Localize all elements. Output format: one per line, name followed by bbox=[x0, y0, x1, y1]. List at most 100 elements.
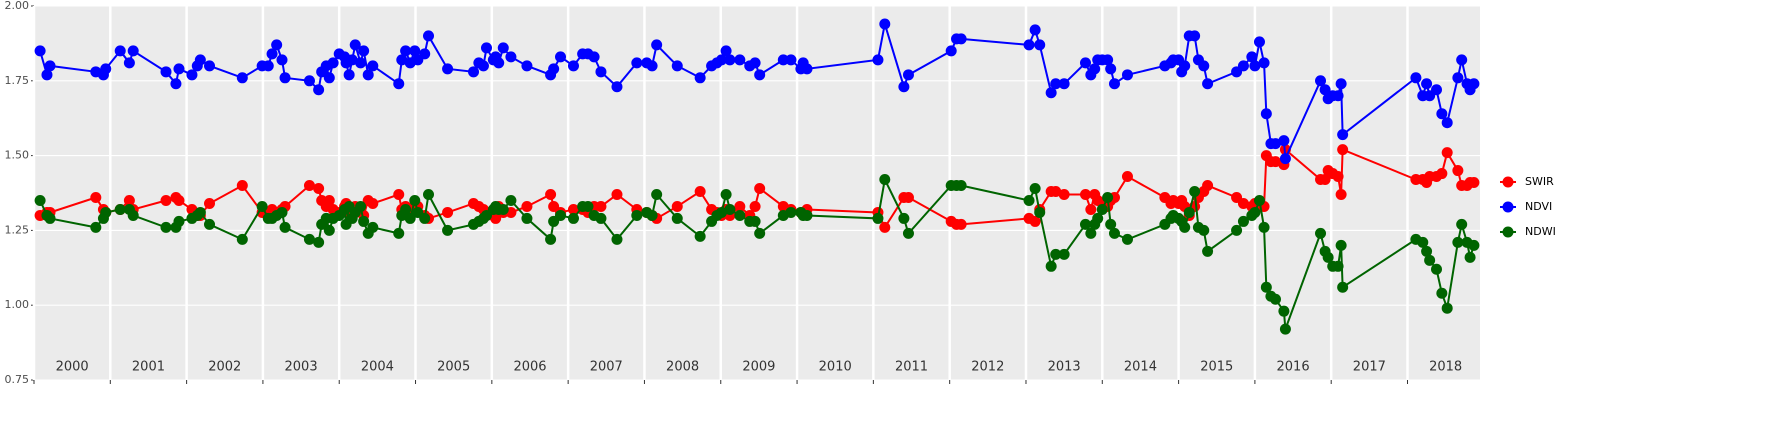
data-point bbox=[393, 188, 405, 200]
data-point bbox=[1050, 78, 1062, 90]
data-point bbox=[1058, 248, 1070, 260]
data-point bbox=[1424, 254, 1436, 266]
data-point bbox=[343, 69, 355, 81]
data-point bbox=[588, 51, 600, 63]
data-point bbox=[1452, 165, 1464, 177]
data-point bbox=[160, 194, 172, 206]
data-point bbox=[44, 60, 56, 72]
data-point bbox=[902, 69, 914, 81]
data-point bbox=[1410, 72, 1422, 84]
data-point bbox=[1279, 323, 1291, 335]
data-point bbox=[1319, 84, 1331, 96]
data-point bbox=[1045, 87, 1057, 99]
data-point bbox=[801, 63, 813, 75]
data-point bbox=[160, 66, 172, 78]
data-point bbox=[323, 194, 335, 206]
data-point bbox=[1278, 135, 1290, 147]
data-point bbox=[1023, 194, 1035, 206]
data-point bbox=[1198, 60, 1210, 72]
data-point bbox=[879, 174, 891, 186]
data-point bbox=[720, 45, 732, 57]
data-point bbox=[1332, 90, 1344, 102]
x-tick-label: 2010 bbox=[819, 360, 852, 375]
data-point bbox=[173, 194, 185, 206]
data-point bbox=[313, 183, 325, 195]
data-point bbox=[355, 200, 367, 212]
data-point bbox=[879, 18, 891, 30]
data-point bbox=[505, 194, 517, 206]
data-point bbox=[1198, 224, 1210, 236]
data-point bbox=[355, 57, 367, 69]
x-tick-label: 2012 bbox=[971, 360, 1004, 375]
data-point bbox=[555, 209, 567, 221]
data-point bbox=[1249, 206, 1261, 218]
data-point bbox=[1202, 180, 1214, 192]
data-point bbox=[127, 45, 139, 57]
data-point bbox=[555, 51, 567, 63]
data-point bbox=[1085, 227, 1097, 239]
data-point bbox=[1189, 30, 1201, 42]
data-point bbox=[1269, 156, 1281, 168]
data-point bbox=[898, 212, 910, 224]
data-point bbox=[204, 60, 216, 72]
data-point bbox=[1096, 203, 1108, 215]
data-point bbox=[734, 54, 746, 66]
data-point bbox=[1258, 57, 1270, 69]
data-point bbox=[1436, 168, 1448, 180]
y-tick-label: 1.25 bbox=[5, 223, 30, 236]
data-point bbox=[279, 72, 291, 84]
data-point bbox=[497, 42, 509, 54]
data-point bbox=[567, 212, 579, 224]
x-tick-label: 2001 bbox=[132, 360, 165, 375]
data-point bbox=[749, 200, 761, 212]
data-point bbox=[1337, 144, 1349, 156]
data-point bbox=[1189, 186, 1201, 198]
x-tick-label: 2008 bbox=[666, 360, 699, 375]
data-point bbox=[442, 63, 454, 75]
data-point bbox=[1058, 78, 1070, 90]
data-point bbox=[367, 60, 379, 72]
data-point bbox=[548, 63, 560, 75]
data-point bbox=[1105, 218, 1117, 230]
data-point bbox=[1246, 51, 1258, 63]
data-point bbox=[754, 183, 766, 195]
data-point bbox=[362, 69, 374, 81]
data-point bbox=[423, 30, 435, 42]
legend-label: NDVI bbox=[1525, 200, 1552, 213]
data-point bbox=[1468, 78, 1480, 90]
data-point bbox=[651, 188, 663, 200]
data-point bbox=[1315, 75, 1327, 87]
data-point bbox=[170, 78, 182, 90]
data-point bbox=[872, 212, 884, 224]
data-point bbox=[1085, 203, 1097, 215]
legend-marker bbox=[1502, 201, 1514, 213]
data-point bbox=[1421, 78, 1433, 90]
data-point bbox=[1431, 84, 1443, 96]
data-point bbox=[41, 69, 53, 81]
data-point bbox=[186, 69, 198, 81]
data-point bbox=[595, 66, 607, 78]
data-point bbox=[497, 203, 509, 215]
data-point bbox=[521, 212, 533, 224]
data-point bbox=[1253, 36, 1265, 48]
data-point bbox=[1335, 78, 1347, 90]
data-point bbox=[194, 206, 206, 218]
data-point bbox=[1079, 218, 1091, 230]
data-point bbox=[1322, 251, 1334, 263]
y-tick-label: 1.50 bbox=[5, 149, 30, 162]
data-point bbox=[313, 84, 325, 96]
data-point bbox=[694, 230, 706, 242]
data-point bbox=[1089, 63, 1101, 75]
data-point bbox=[694, 72, 706, 84]
data-point bbox=[1335, 188, 1347, 200]
data-point bbox=[400, 203, 412, 215]
data-point bbox=[90, 191, 102, 203]
data-point bbox=[1179, 60, 1191, 72]
data-point bbox=[276, 54, 288, 66]
data-point bbox=[1183, 206, 1195, 218]
data-point bbox=[777, 54, 789, 66]
x-tick-label: 2004 bbox=[361, 360, 394, 375]
data-point bbox=[1029, 24, 1041, 36]
data-point bbox=[754, 227, 766, 239]
